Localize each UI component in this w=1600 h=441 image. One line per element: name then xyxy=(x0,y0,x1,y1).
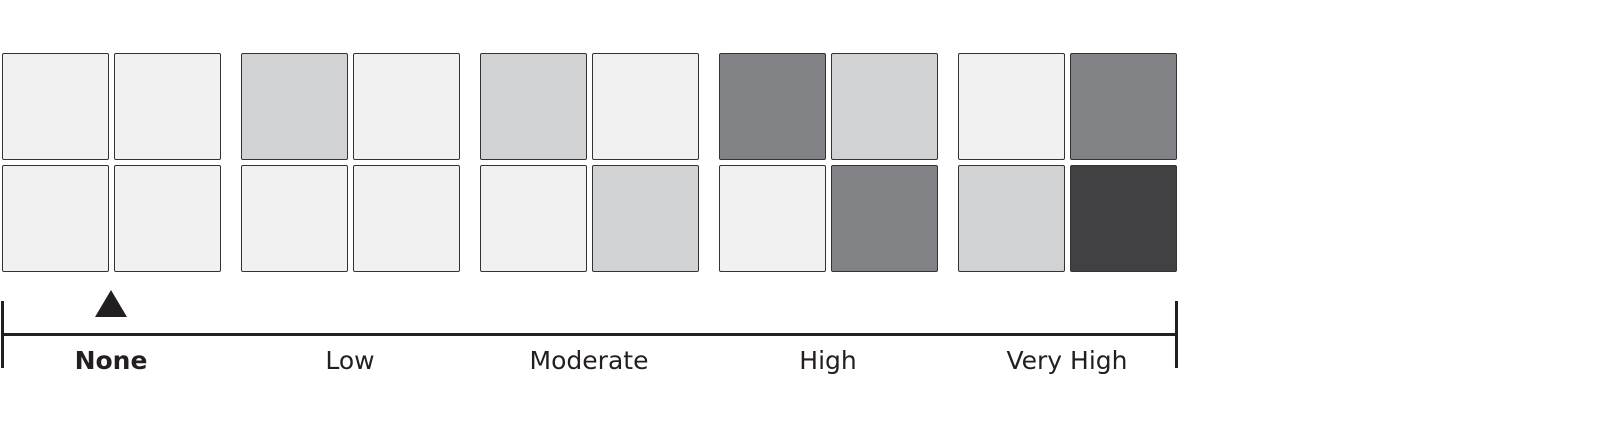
axis-start-tick xyxy=(1,301,4,368)
risk-cell xyxy=(114,53,221,160)
risk-cell xyxy=(114,165,221,272)
risk-cell xyxy=(831,165,938,272)
level-label: None xyxy=(74,346,148,375)
risk-cell xyxy=(831,53,938,160)
risk-cell xyxy=(241,165,348,272)
risk-cell xyxy=(1070,165,1177,272)
triangle-marker-icon xyxy=(95,290,127,317)
level-label: Low xyxy=(325,346,375,375)
risk-cell xyxy=(480,165,587,272)
risk-cell xyxy=(2,53,109,160)
risk-cell xyxy=(958,165,1065,272)
risk-cell xyxy=(958,53,1065,160)
risk-cell xyxy=(2,165,109,272)
risk-cell xyxy=(241,53,348,160)
risk-cell xyxy=(592,165,699,272)
level-label: High xyxy=(799,346,857,375)
level-label: Moderate xyxy=(529,346,649,375)
axis-end-tick xyxy=(1175,301,1178,368)
risk-cell xyxy=(719,53,826,160)
risk-cell xyxy=(719,165,826,272)
risk-cell xyxy=(353,53,460,160)
scale-axis xyxy=(3,333,1177,336)
risk-cell xyxy=(592,53,699,160)
level-label: Very High xyxy=(1006,346,1128,375)
risk-cell xyxy=(480,53,587,160)
risk-cell xyxy=(1070,53,1177,160)
risk-cell xyxy=(353,165,460,272)
